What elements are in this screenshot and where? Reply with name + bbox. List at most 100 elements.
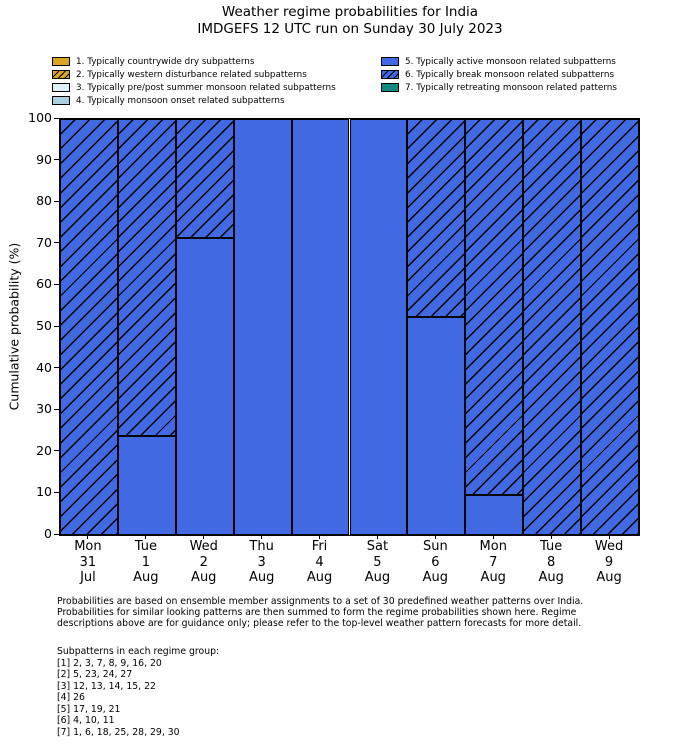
x-tick-mark (376, 535, 378, 539)
x-tick-label-line: 9 (604, 554, 614, 570)
y-tick-mark (54, 450, 59, 452)
y-tick-mark (54, 325, 59, 327)
legend-column-right: 5. Typically active monsoon related subp… (381, 55, 617, 94)
bar-segment-break-monsoon (60, 119, 118, 535)
x-tick-label-line: Tue (540, 539, 563, 554)
x-tick-label: Fri 4 Aug (290, 539, 350, 586)
subpatterns-line: [2] 5, 23, 24, 27 (57, 669, 133, 680)
x-tick-label-line: 6 (431, 554, 440, 570)
x-tick-label-line: Aug (364, 570, 391, 585)
x-tick-mark (550, 535, 552, 539)
subpatterns-line: [6] 4, 10, 11 (57, 715, 115, 726)
footnote-line: Probabilities are based on ensemble memb… (57, 596, 584, 607)
subpatterns-list: Subpatterns in each regime group: [1] 2,… (57, 646, 457, 738)
bar-segment-active-monsoon (465, 495, 524, 535)
x-tick-label-line: Mon (74, 539, 102, 554)
x-tick-label-line: Fri (311, 539, 328, 554)
subpatterns-line: [4] 26 (57, 692, 85, 703)
plot-area (59, 118, 640, 536)
x-tick-mark (434, 535, 436, 539)
x-tick-label-line: Sun (422, 539, 448, 554)
legend-item: 7. Typically retreating monsoon related … (381, 81, 617, 94)
legend-swatch-icon (52, 70, 70, 79)
legend-item: 2. Typically western disturbance related… (52, 68, 336, 81)
y-tick-mark (54, 283, 59, 285)
x-tick-mark (203, 535, 205, 539)
x-tick-label: Thu 3 Aug (232, 539, 292, 586)
bar-segment-active-monsoon (175, 237, 234, 535)
footnote-line: Probabilities for similar looking patter… (57, 607, 577, 619)
x-tick-label-line: 3 (257, 554, 266, 570)
x-tick-label-line: 31 (79, 554, 97, 570)
y-tick-mark (54, 117, 59, 119)
x-tick-label-line: Jul (80, 570, 96, 585)
legend-item: 6. Typically break monsoon related subpa… (381, 68, 617, 81)
y-tick-label: 60 (36, 276, 52, 292)
y-tick-mark (54, 491, 59, 493)
x-tick-label: Sun 6 Aug (405, 539, 465, 586)
x-tick-label-line: Aug (422, 570, 449, 585)
bar-segment-active-monsoon (349, 119, 408, 535)
bar-segment-active-monsoon (291, 119, 350, 535)
legend-column-left: 1. Typically countrywide dry subpatterns… (52, 55, 336, 107)
y-tick-mark (54, 200, 59, 202)
bar-segment-active-monsoon (233, 119, 292, 535)
x-tick-label-line: Aug (306, 570, 333, 585)
x-tick-mark (319, 535, 321, 539)
x-tick-mark (87, 535, 89, 539)
x-tick-label-line: Wed (189, 539, 218, 554)
chart-subtitle: IMDGEFS 12 UTC run on Sunday 30 July 202… (197, 21, 503, 37)
x-tick-label: Tue 8 Aug (521, 539, 581, 586)
legend-item: 5. Typically active monsoon related subp… (381, 55, 617, 68)
bar-segment-break-monsoon (581, 119, 639, 535)
y-tick-label: 50 (36, 318, 52, 333)
y-tick-label: 0 (44, 526, 52, 541)
legend-label: 2. Typically western disturbance related… (76, 69, 307, 80)
x-tick-mark (145, 535, 147, 539)
x-tick-label-line: Thu (249, 539, 274, 554)
legend-label: 5. Typically active monsoon related subp… (405, 56, 616, 67)
x-tick-label: Wed 2 Aug (174, 539, 234, 586)
x-tick-label-line: Aug (538, 570, 564, 585)
legend-label: 1. Typically countrywide dry subpatterns (76, 56, 255, 67)
y-tick-label: 20 (36, 442, 52, 458)
chart-title: Weather regime probabilities for India (221, 4, 479, 20)
y-tick-mark (54, 159, 59, 161)
subpatterns-line: [7] 1, 6, 18, 25, 28, 29, 30 (57, 726, 180, 738)
subpatterns-heading: Subpatterns in each regime group: (57, 646, 220, 657)
y-tick-label: 70 (36, 234, 52, 250)
footnote-line: descriptions above are for guidance only… (57, 618, 582, 630)
x-tick-label: Tue 1 Aug (116, 539, 176, 586)
subpatterns-line: [3] 12, 13, 14, 15, 22 (57, 680, 156, 692)
x-tick-mark (492, 535, 494, 539)
bar-segment-break-monsoon (465, 119, 524, 496)
x-tick-label-line: Tue (134, 539, 157, 554)
x-tick-label-line: Aug (133, 570, 159, 585)
legend-swatch-icon (52, 57, 70, 66)
bar-segment-break-monsoon (523, 119, 582, 535)
x-tick-label-line: Aug (480, 570, 506, 585)
legend-label: 7. Typically retreating monsoon related … (405, 82, 617, 93)
x-tick-label: Wed 9 Aug (579, 539, 639, 586)
footnote: Probabilities are based on ensemble memb… (57, 596, 687, 630)
subpatterns-line: [5] 17, 19, 21 (57, 703, 121, 715)
x-tick-mark (608, 535, 610, 539)
legend-swatch-icon (381, 83, 399, 92)
legend-item: 3. Typically pre/post summer monsoon rel… (52, 81, 336, 94)
legend-label: 3. Typically pre/post summer monsoon rel… (76, 82, 336, 93)
y-tick-mark (54, 533, 59, 535)
bar-segment-break-monsoon (407, 119, 466, 318)
x-tick-label-line: Mon (479, 539, 507, 554)
legend-swatch-icon (52, 83, 70, 92)
subpatterns-line: [1] 2, 3, 7, 8, 9, 16, 20 (57, 657, 162, 669)
legend-label: 6. Typically break monsoon related subpa… (405, 69, 615, 80)
legend-swatch-icon (381, 70, 399, 79)
legend: 1. Typically countrywide dry subpatterns… (0, 55, 700, 109)
y-tick-mark (54, 242, 59, 244)
x-tick-label-line: 4 (315, 554, 324, 570)
y-tick-mark (54, 367, 59, 369)
y-tick-label: 100 (28, 110, 52, 125)
y-tick-label: 30 (36, 401, 52, 417)
x-tick-label-line: Aug (248, 570, 275, 585)
